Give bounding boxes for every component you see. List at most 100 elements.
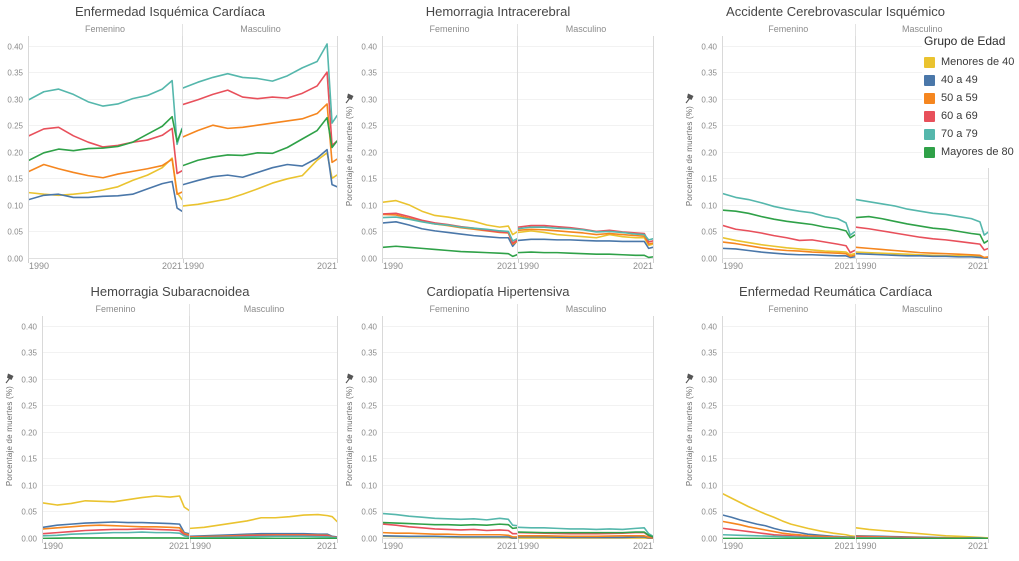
gridline [29, 98, 337, 100]
y-axis-title: Porcentaje de muertes (%) [682, 24, 696, 275]
plot-area[interactable] [722, 316, 989, 539]
y-axis-title-text: Porcentaje de muertes (%) [684, 105, 694, 207]
gridline [723, 204, 988, 206]
panel-femenino-svg [29, 36, 182, 259]
series-line-50-a-59 [856, 247, 989, 257]
legend-item[interactable]: 60 a 69 [924, 110, 1019, 122]
x-tick-start: 1990 [383, 541, 404, 551]
series-line-40-a-49 [190, 534, 337, 537]
plot-wrap: Femenino Masculino 1990 2021 [42, 304, 338, 555]
y-axis-ticks: 0.00 0.05 0.10 0.15 0.20 0.25 0.30 0.35 0.40 [696, 316, 722, 543]
gridline [723, 72, 988, 74]
chart-2: Hemorragia Intracerebral Porcentaje de m… [340, 0, 680, 280]
gridline [723, 45, 988, 47]
series-line-70-a-79 [183, 44, 337, 123]
legend-item[interactable]: 70 a 79 [924, 128, 1019, 140]
y-tick-label: 0.20 [7, 148, 23, 158]
panel-header-masculino: Masculino [565, 304, 607, 314]
plot-area[interactable] [382, 36, 654, 259]
y-tick-label: 0.20 [701, 428, 717, 438]
y-axis-ticks: 0.00 0.05 0.10 0.15 0.20 0.25 0.30 0.35 0.40 [2, 36, 28, 263]
series-line-50-a-59 [723, 242, 855, 256]
chart-title: Hemorragia Intracerebral [425, 4, 571, 19]
plot-area[interactable] [28, 36, 338, 259]
panel-masculino[interactable] [518, 36, 653, 259]
gridlines [723, 36, 988, 259]
gridline [723, 431, 988, 433]
chart-title: Hemorragia Subaracnoidea [90, 284, 250, 299]
y-tick-label: 0.25 [21, 401, 37, 411]
legend-item[interactable]: 40 a 49 [924, 74, 1019, 86]
gridline [383, 258, 653, 259]
x-labels-masculino: 1990 2021 [855, 259, 990, 275]
panel-masculino[interactable] [183, 36, 337, 259]
y-tick-label: 0.35 [361, 348, 377, 358]
panel-masculino[interactable] [518, 316, 653, 539]
plot-area[interactable] [382, 316, 654, 539]
x-tick-start: 1990 [29, 261, 50, 271]
panel-masculino-svg [518, 36, 653, 259]
plot-wrap: Femenino Masculino 1990 2021 [722, 24, 989, 275]
plot-wrap: Femenino Masculino 1990 2021 [382, 24, 654, 275]
y-tick-label: 0.15 [21, 454, 37, 464]
x-tick-end: 2021 [632, 541, 653, 551]
panel-femenino[interactable] [723, 36, 856, 259]
series-line-70-a-79 [518, 227, 653, 240]
y-axis-title-text: Porcentaje de muertes (%) [344, 385, 354, 487]
y-axis-title-text: Porcentaje de muertes (%) [344, 105, 354, 207]
series-line-60-a-69 [723, 226, 855, 253]
panel-masculino[interactable] [856, 316, 989, 539]
panel-femenino[interactable] [29, 36, 183, 259]
y-axis-title: Porcentaje de muertes (%) [2, 304, 16, 555]
legend-item[interactable]: 50 a 59 [924, 92, 1019, 104]
legend-title: Grupo de Edad [924, 34, 1006, 48]
panel-headers: Femenino Masculino [382, 304, 654, 316]
series-line-mayores-de-80 [43, 538, 189, 539]
x-tick-start: 1990 [519, 261, 540, 271]
plot-area[interactable] [42, 316, 338, 539]
series-line-menores-de-40 [29, 158, 182, 199]
x-tick-end: 2021 [168, 541, 189, 551]
series-line-40-a-49 [183, 150, 337, 187]
legend-item[interactable]: Menores de 40 [924, 56, 1019, 68]
x-axis-labels: 1990 2021 1990 2021 [382, 259, 654, 275]
chart-6: Enfermedad Reumática Cardíaca Porcentaje… [680, 280, 1019, 561]
panel-header-masculino: Masculino [565, 24, 607, 34]
x-tick-end: 2021 [834, 541, 855, 551]
series-line-70-a-79 [43, 532, 189, 537]
x-tick-end: 2021 [316, 261, 337, 271]
x-labels-masculino: 1990 2021 [855, 539, 990, 555]
series-line-60-a-69 [383, 524, 517, 534]
plot-wrap: Femenino Masculino 1990 2021 [722, 304, 989, 555]
x-labels-femenino: 1990 2021 [42, 539, 190, 555]
gridline [723, 125, 988, 127]
panel-masculino[interactable] [856, 36, 989, 259]
y-tick-label: 0.05 [361, 227, 377, 237]
panel-femenino[interactable] [383, 316, 518, 539]
gridline [383, 178, 653, 180]
panel-femenino[interactable] [723, 316, 856, 539]
series-line-50-a-59 [383, 533, 517, 537]
chart-title: Enfermedad Isquémica Cardíaca [74, 4, 266, 19]
panel-masculino[interactable] [190, 316, 337, 539]
y-axis-title: Porcentaje de muertes (%) [342, 24, 356, 275]
gridline [383, 352, 653, 354]
pinned-axis-icon [345, 373, 353, 384]
gridline [723, 458, 988, 460]
panel-masculino-svg [183, 36, 337, 259]
series-line-mayores-de-80 [518, 252, 653, 257]
panel-femenino[interactable] [43, 316, 190, 539]
x-tick-end: 2021 [316, 541, 337, 551]
panel-femenino[interactable] [383, 36, 518, 259]
series-line-50-a-59 [518, 229, 653, 244]
panel-header-femenino: Femenino [722, 304, 856, 316]
y-tick-label: 0.00 [7, 254, 23, 264]
legend-swatch-icon [924, 74, 935, 86]
panel-headers: Femenino Masculino [722, 304, 989, 316]
series-line-menores-de-40 [190, 515, 337, 529]
x-labels-femenino: 1990 2021 [722, 259, 856, 275]
y-tick-label: 0.15 [7, 174, 23, 184]
legend-item[interactable]: Mayores de 80 [924, 146, 1019, 158]
